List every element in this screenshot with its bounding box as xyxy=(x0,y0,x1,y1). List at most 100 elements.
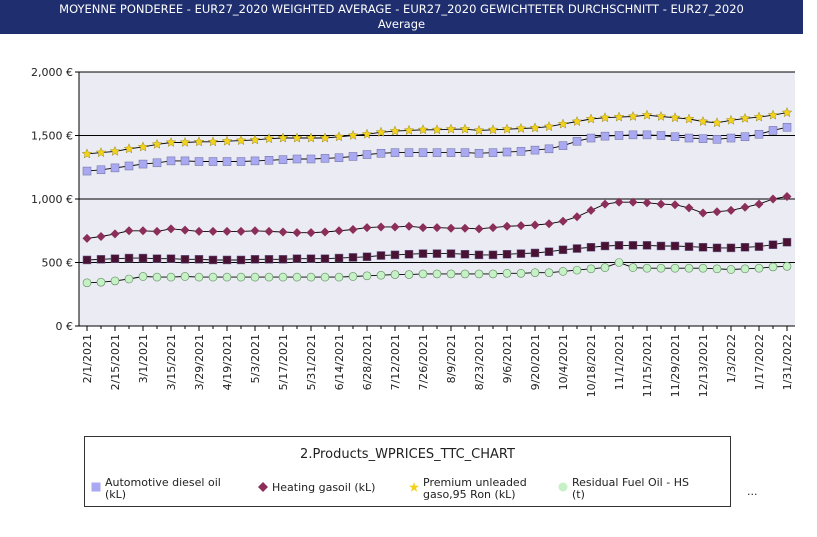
data-point-diamond xyxy=(446,223,456,233)
data-point-star xyxy=(739,112,751,123)
data-point-square xyxy=(516,147,526,156)
chart-subtitle: Average xyxy=(377,17,426,31)
data-point-square xyxy=(152,254,162,263)
x-tick-label: 6/28/2021 xyxy=(361,334,374,390)
data-point-square xyxy=(264,156,274,165)
data-point-diamond xyxy=(110,229,120,239)
data-point-square xyxy=(628,130,638,140)
data-point-star xyxy=(753,111,765,122)
data-point-circle xyxy=(446,269,456,279)
data-point-square xyxy=(418,249,428,258)
data-point-star xyxy=(165,136,177,147)
data-point-star xyxy=(431,124,443,135)
data-point-circle xyxy=(292,272,302,282)
data-point-diamond xyxy=(670,200,680,210)
data-point-circle xyxy=(306,272,316,282)
data-point-square xyxy=(446,249,456,258)
data-point-diamond xyxy=(138,226,148,236)
data-point-square xyxy=(670,132,680,142)
x-tick-label: 10/4/2021 xyxy=(557,334,570,390)
data-point-square xyxy=(320,154,330,163)
legend-more-indicator[interactable]: ... xyxy=(747,485,758,498)
data-point-star xyxy=(557,118,569,129)
data-point-square xyxy=(320,254,330,263)
data-point-circle xyxy=(390,270,400,279)
data-point-diamond xyxy=(124,226,134,236)
data-point-square xyxy=(726,133,736,143)
data-point-diamond xyxy=(754,199,764,209)
data-point-star xyxy=(487,124,499,135)
data-point-diamond xyxy=(628,197,638,207)
data-point-square xyxy=(768,240,778,249)
data-point-circle xyxy=(152,272,162,282)
data-point-star xyxy=(473,124,485,135)
data-point-square xyxy=(782,122,792,132)
legend-label: Premium unleaded xyxy=(423,476,527,489)
data-point-circle xyxy=(110,276,120,286)
data-point-square xyxy=(460,148,470,157)
data-point-diamond xyxy=(264,226,274,236)
data-point-diamond xyxy=(712,207,722,217)
x-tick-label: 5/17/2021 xyxy=(277,334,290,390)
data-point-diamond xyxy=(404,221,414,231)
data-point-square xyxy=(684,242,694,251)
data-point-diamond xyxy=(614,197,624,207)
legend: 2.Products_WPRICES_TTC_CHART Automotive … xyxy=(84,436,758,507)
diamond-marker-icon xyxy=(258,482,268,492)
x-tick-label: 1/31/2022 xyxy=(781,334,794,390)
data-point-circle xyxy=(656,263,666,273)
x-tick-label: 4/19/2021 xyxy=(221,334,234,390)
data-point-square xyxy=(278,155,288,164)
data-point-square xyxy=(656,241,666,251)
x-tick-label: 6/14/2021 xyxy=(333,334,346,390)
data-point-square xyxy=(404,148,414,157)
data-point-square xyxy=(530,248,540,258)
data-point-circle xyxy=(698,263,708,273)
data-point-diamond xyxy=(222,226,232,236)
data-point-diamond xyxy=(656,199,666,209)
data-point-square xyxy=(516,249,526,258)
data-point-square xyxy=(474,250,484,260)
data-point-circle xyxy=(670,263,680,273)
legend-label-unit: (kL) xyxy=(105,488,127,501)
x-tick-label: 10/18/2021 xyxy=(585,334,598,397)
data-point-diamond xyxy=(642,198,652,208)
data-point-circle xyxy=(236,272,246,282)
data-point-square xyxy=(138,159,148,169)
data-point-square xyxy=(614,131,624,140)
data-point-star xyxy=(501,123,513,134)
data-point-star xyxy=(641,109,653,120)
data-point-square xyxy=(138,253,148,263)
data-point-square xyxy=(96,255,106,264)
data-point-square xyxy=(544,247,554,256)
data-point-diamond xyxy=(82,233,92,243)
data-point-square xyxy=(166,156,176,166)
data-point-circle xyxy=(782,262,792,271)
legend-label: Automotive diesel oil xyxy=(105,476,221,489)
data-point-star xyxy=(403,124,415,135)
y-tick-label: 1,000 € xyxy=(31,193,73,206)
data-point-diamond xyxy=(586,205,596,215)
data-point-square xyxy=(628,241,638,250)
data-point-square xyxy=(250,255,260,264)
square-marker-icon xyxy=(91,482,101,492)
data-point-square xyxy=(712,243,722,253)
data-point-star xyxy=(529,122,541,133)
x-tick-label: 2/1/2021 xyxy=(81,334,94,383)
x-tick-label: 3/15/2021 xyxy=(165,334,178,390)
chart-title-bar: MOYENNE PONDEREE - EUR27_2020 WEIGHTED A… xyxy=(0,0,803,34)
data-point-square xyxy=(194,157,204,166)
data-point-circle xyxy=(460,269,470,279)
data-point-square xyxy=(348,152,358,161)
data-point-square xyxy=(124,253,134,263)
data-point-diamond xyxy=(194,226,204,236)
data-point-circle xyxy=(600,263,610,272)
data-point-circle xyxy=(502,268,512,278)
data-point-star xyxy=(683,113,695,124)
data-point-circle xyxy=(348,272,358,281)
data-point-circle xyxy=(740,264,750,274)
data-point-square xyxy=(586,243,596,252)
data-point-square xyxy=(544,144,554,154)
data-point-square xyxy=(418,148,428,157)
data-point-star xyxy=(319,132,331,143)
